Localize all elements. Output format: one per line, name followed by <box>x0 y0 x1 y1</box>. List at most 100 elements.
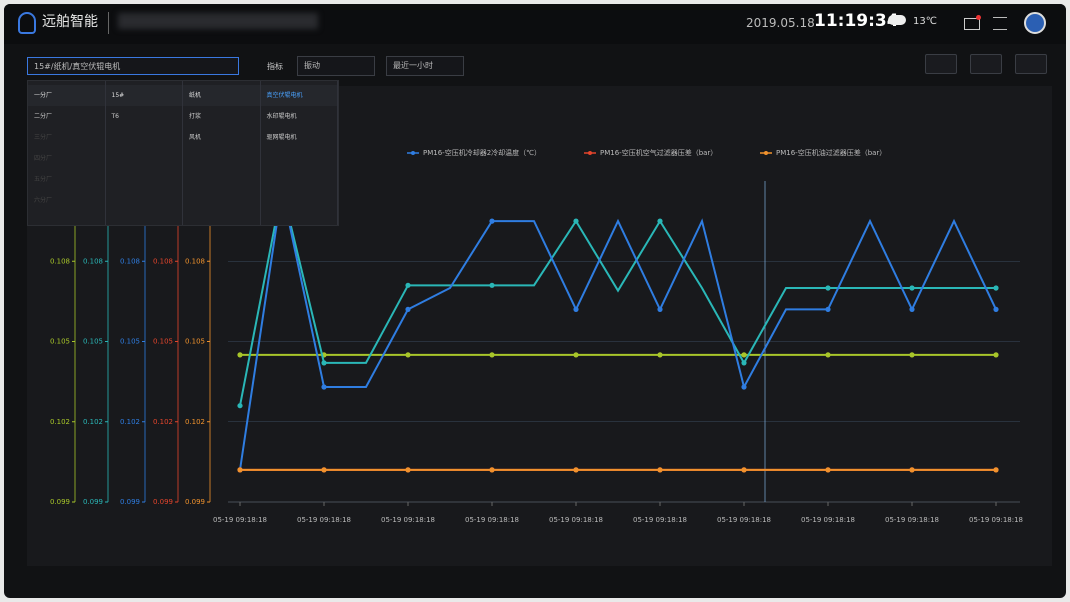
legend-dot <box>411 151 415 155</box>
brand: 远舶智能 <box>42 14 98 30</box>
temperature: 13℃ <box>913 16 937 27</box>
y-tick-label: 0.102 <box>50 418 70 426</box>
y-tick-label: 0.099 <box>50 498 70 506</box>
point <box>489 218 495 224</box>
legend-dot <box>764 151 768 155</box>
point <box>741 384 747 390</box>
point <box>909 352 915 358</box>
point <box>405 352 411 358</box>
point <box>741 467 747 473</box>
x-tick-label: 05-19 09:18:18 <box>549 516 603 524</box>
cascader-item[interactable]: 15# <box>105 85 182 106</box>
weather-icon <box>888 15 906 25</box>
cascader-item[interactable]: 真空伏辊电机 <box>260 85 337 106</box>
point <box>657 467 663 473</box>
cascader-item[interactable]: 四分厂 <box>34 155 53 162</box>
cascader-item[interactable]: 二分厂 <box>34 113 53 120</box>
y-tick-label: 0.108 <box>153 257 173 265</box>
point <box>825 352 831 358</box>
point <box>657 352 663 358</box>
series-line <box>239 188 996 406</box>
y-tick-label: 0.105 <box>50 338 70 346</box>
cascader-column: 纸机打浆风机 <box>183 81 261 225</box>
cascader-item[interactable]: 三分厂 <box>34 134 53 141</box>
point <box>573 306 579 312</box>
y-tick-label: 0.105 <box>153 338 173 346</box>
mail-icon[interactable] <box>964 18 980 30</box>
cascader-item[interactable]: 打浆 <box>189 113 202 120</box>
legend-label: PM16-空压机冷却器2冷却温度（℃） <box>423 148 541 157</box>
point <box>825 285 831 291</box>
divider <box>108 12 109 34</box>
point <box>993 285 999 291</box>
refresh-button[interactable] <box>925 54 957 74</box>
point <box>573 352 579 358</box>
y-tick-label: 0.108 <box>185 257 205 265</box>
cascader-item[interactable]: T6 <box>111 113 119 120</box>
point <box>657 218 663 224</box>
point <box>825 467 831 473</box>
path-input[interactable]: 15#/纸机/真空伏辊电机 <box>27 57 239 75</box>
date: 2019.05.18 <box>746 16 815 30</box>
cascader-column: 一分厂二分厂三分厂四分厂五分厂六分厂 <box>28 81 106 225</box>
point <box>573 218 579 224</box>
point <box>321 360 327 366</box>
cascader-column: 真空伏辊电机水印辊电机驱网辊电机 <box>260 81 338 225</box>
y-tick-label: 0.105 <box>185 338 205 346</box>
point <box>741 360 747 366</box>
cascader-item[interactable]: 五分厂 <box>34 176 53 183</box>
point <box>909 467 915 473</box>
point <box>489 282 495 288</box>
chart: 0.099 0.102 0.105 0.108 0.099 0.102 0.105 0.108… <box>50 148 1023 524</box>
cascader: 一分厂 二分厂 三分厂 四分厂 五分厂 六分厂 15# T6 纸机 打浆 风机 真空伏辊电机 水印辊电机… <box>27 80 339 226</box>
point <box>741 352 747 358</box>
cascader-item[interactable]: 水印辊电机 <box>266 113 297 120</box>
legend-label: PM16-空压机空气过滤器压差（bar） <box>600 148 717 157</box>
y-tick-label: 0.105 <box>83 338 103 346</box>
point <box>825 306 831 312</box>
cascader-item[interactable]: 风机 <box>189 134 202 141</box>
app: 远舶智能 2019.05.18 11:19:34 13℃ 15#/纸机/真空伏辊… <box>4 4 1066 598</box>
y-tick-label: 0.099 <box>83 498 103 506</box>
header: 远舶智能 2019.05.18 11:19:34 13℃ <box>4 4 1066 44</box>
metric-select[interactable]: 振动 <box>297 56 375 76</box>
x-tick-label: 05-19 09:18:18 <box>801 516 855 524</box>
download-button[interactable] <box>1015 54 1047 74</box>
play-button[interactable] <box>970 54 1002 74</box>
menu-icon[interactable] <box>993 17 1007 30</box>
point <box>573 467 579 473</box>
point <box>909 285 915 291</box>
x-tick-label: 05-19 09:18:18 <box>969 516 1023 524</box>
y-tick-label: 0.099 <box>185 498 205 506</box>
y-tick-label: 0.099 <box>153 498 173 506</box>
x-tick-label: 05-19 09:18:18 <box>465 516 519 524</box>
y-tick-label: 0.102 <box>185 418 205 426</box>
y-tick-label: 0.108 <box>83 257 103 265</box>
logo <box>18 12 36 34</box>
legend-dot <box>588 151 592 155</box>
cascader-item[interactable]: 纸机 <box>183 85 260 106</box>
legend-label: PM16-空压机油过滤器压差（bar） <box>776 148 886 157</box>
x-tick-label: 05-19 09:18:18 <box>297 516 351 524</box>
cascader-item[interactable]: 六分厂 <box>34 197 53 204</box>
x-tick-label: 05-19 09:18:18 <box>381 516 435 524</box>
blurred-title <box>118 13 318 29</box>
point <box>237 352 243 358</box>
point <box>405 282 411 288</box>
y-tick-label: 0.108 <box>120 257 140 265</box>
point <box>993 306 999 312</box>
y-tick-label: 0.102 <box>120 418 140 426</box>
x-tick-label: 05-19 09:18:18 <box>717 516 771 524</box>
x-tick-label: 05-19 09:18:18 <box>213 516 267 524</box>
y-tick-label: 0.105 <box>120 338 140 346</box>
point <box>237 467 243 473</box>
range-select[interactable]: 最近一小时 <box>386 56 464 76</box>
time: 11:19:34 <box>814 11 899 31</box>
metric-label: 指标 <box>267 62 283 71</box>
point <box>657 306 663 312</box>
avatar[interactable] <box>1024 12 1046 34</box>
x-tick-label: 05-19 09:18:18 <box>885 516 939 524</box>
point <box>237 403 243 409</box>
cascader-item[interactable]: 一分厂 <box>28 85 105 106</box>
cascader-item[interactable]: 驱网辊电机 <box>266 134 297 141</box>
